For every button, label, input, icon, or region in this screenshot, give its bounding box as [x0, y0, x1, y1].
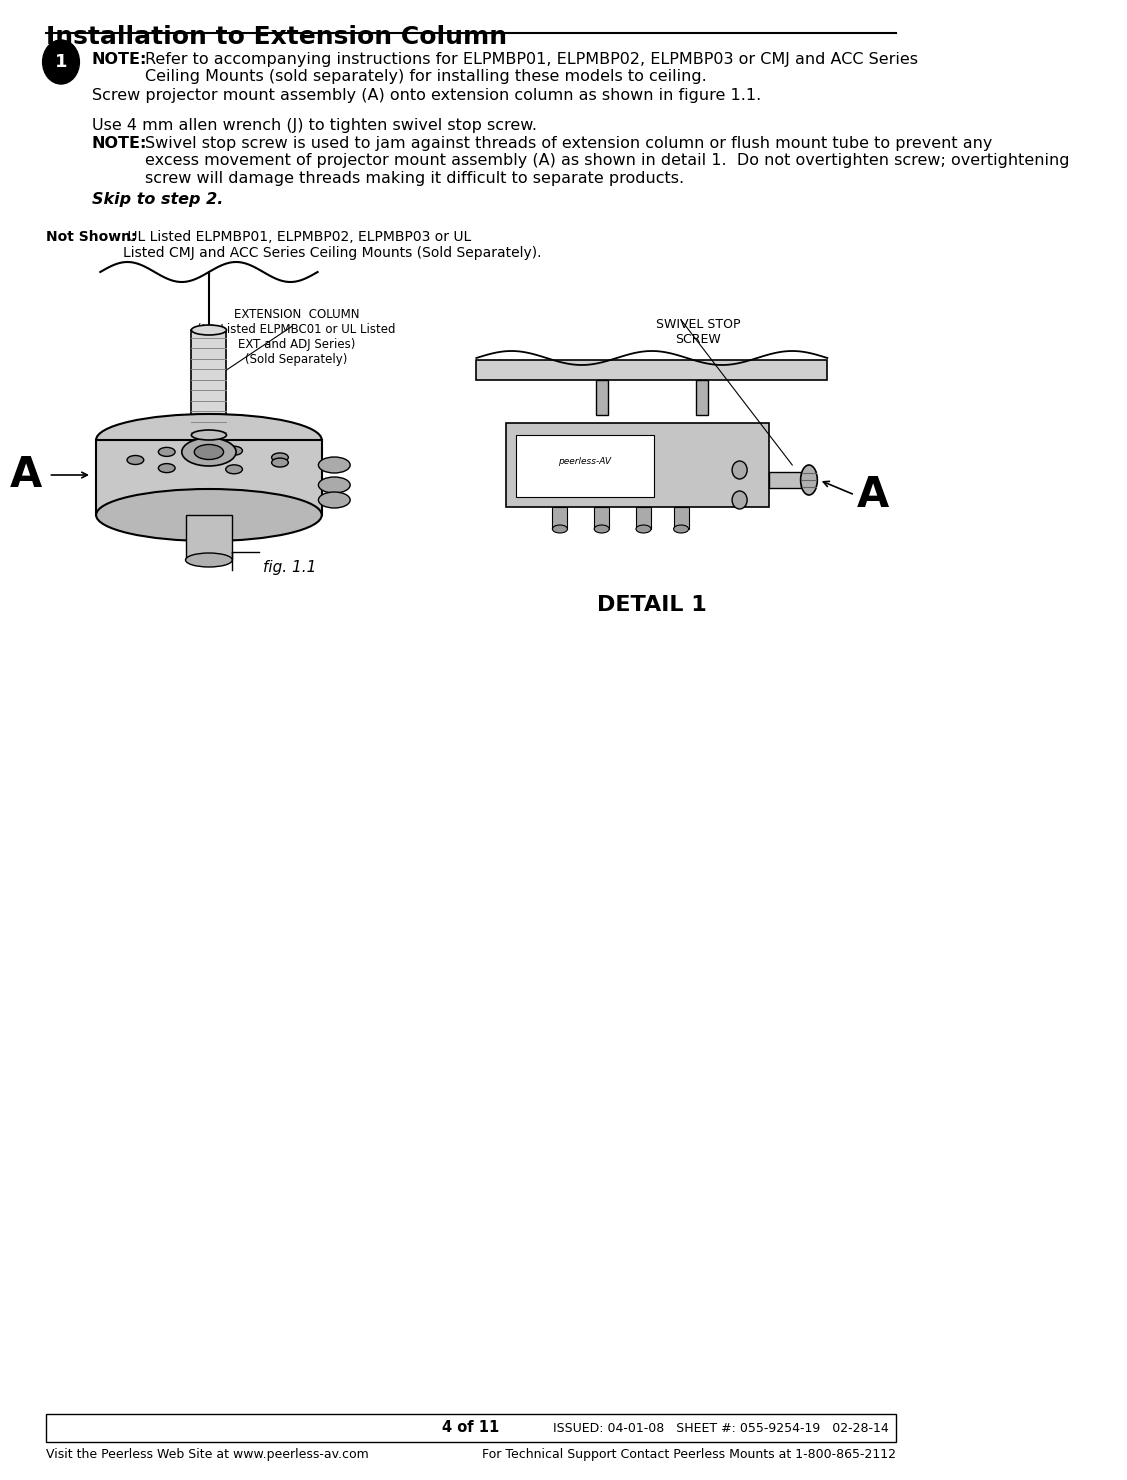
Text: Installation to Extension Column: Installation to Extension Column	[46, 25, 507, 49]
Text: NOTE:: NOTE:	[92, 52, 148, 67]
Text: 4 of 11: 4 of 11	[442, 1421, 499, 1436]
Text: peerless-AV: peerless-AV	[558, 456, 611, 466]
Bar	[696, 380, 708, 414]
Text: EXTENSION  COLUMN
(UL Listed ELPMBC01 or UL Listed
EXT and ADJ Series)
(Sold Sep: EXTENSION COLUMN (UL Listed ELPMBC01 or …	[197, 308, 396, 366]
Text: 1: 1	[55, 53, 68, 71]
Text: ISSUED: 04-01-08   SHEET #: 055-9254-19   02-28-14: ISSUED: 04-01-08 SHEET #: 055-9254-19 02…	[553, 1421, 889, 1434]
Text: Use 4 mm allen wrench (J) to tighten swivel stop screw.: Use 4 mm allen wrench (J) to tighten swi…	[92, 118, 536, 133]
Ellipse shape	[272, 459, 289, 468]
Ellipse shape	[192, 431, 227, 440]
Ellipse shape	[636, 525, 651, 533]
Ellipse shape	[192, 326, 227, 334]
Bar	[594, 508, 610, 528]
Ellipse shape	[159, 447, 175, 456]
Ellipse shape	[272, 453, 289, 462]
Ellipse shape	[225, 465, 242, 474]
Ellipse shape	[552, 525, 568, 533]
Bar	[96, 440, 321, 515]
Bar	[516, 435, 654, 497]
Text: Swivel stop screw is used to jam against threads of extension column or flush mo: Swivel stop screw is used to jam against…	[144, 136, 1070, 186]
Bar	[636, 508, 651, 528]
Bar	[192, 330, 227, 435]
Text: A: A	[857, 474, 889, 517]
Circle shape	[733, 460, 747, 480]
Ellipse shape	[594, 525, 610, 533]
Circle shape	[43, 40, 79, 84]
Text: Skip to step 2.: Skip to step 2.	[92, 192, 223, 207]
Text: Not Shown:: Not Shown:	[46, 229, 136, 244]
Bar	[477, 360, 827, 380]
Ellipse shape	[127, 456, 144, 465]
Ellipse shape	[319, 477, 350, 493]
Ellipse shape	[800, 465, 817, 494]
Bar	[186, 515, 232, 559]
Ellipse shape	[96, 414, 321, 466]
Ellipse shape	[186, 554, 232, 567]
Bar	[596, 380, 607, 414]
Text: Screw projector mount assembly (A) onto extension column as shown in figure 1.1.: Screw projector mount assembly (A) onto …	[92, 87, 761, 104]
Ellipse shape	[319, 457, 350, 474]
Bar	[552, 508, 568, 528]
Text: UL Listed ELPMBP01, ELPMBP02, ELPMBP03 or UL
Listed CMJ and ACC Series Ceiling M: UL Listed ELPMBP01, ELPMBP02, ELPMBP03 o…	[123, 229, 541, 260]
Ellipse shape	[225, 445, 242, 456]
Ellipse shape	[159, 463, 175, 472]
Text: SWIVEL STOP
SCREW: SWIVEL STOP SCREW	[656, 318, 740, 346]
Ellipse shape	[181, 438, 236, 466]
Bar	[674, 508, 689, 528]
Bar	[506, 423, 769, 508]
Ellipse shape	[96, 488, 321, 542]
Text: Visit the Peerless Web Site at www.peerless-av.com: Visit the Peerless Web Site at www.peerl…	[46, 1447, 369, 1461]
Circle shape	[733, 491, 747, 509]
Text: fig. 1.1: fig. 1.1	[264, 559, 317, 576]
Ellipse shape	[194, 444, 223, 459]
Text: Refer to accompanying instructions for ELPMBP01, ELPMBP02, ELPMBP03 or CMJ and A: Refer to accompanying instructions for E…	[144, 52, 917, 84]
Ellipse shape	[319, 491, 350, 508]
Ellipse shape	[674, 525, 689, 533]
Text: NOTE:: NOTE:	[92, 136, 148, 151]
Bar	[46, 1413, 896, 1442]
Text: DETAIL 1: DETAIL 1	[597, 595, 707, 616]
Bar	[769, 472, 800, 488]
Text: A: A	[10, 454, 43, 496]
Text: For Technical Support Contact Peerless Mounts at 1-800-865-2112: For Technical Support Contact Peerless M…	[482, 1447, 896, 1461]
